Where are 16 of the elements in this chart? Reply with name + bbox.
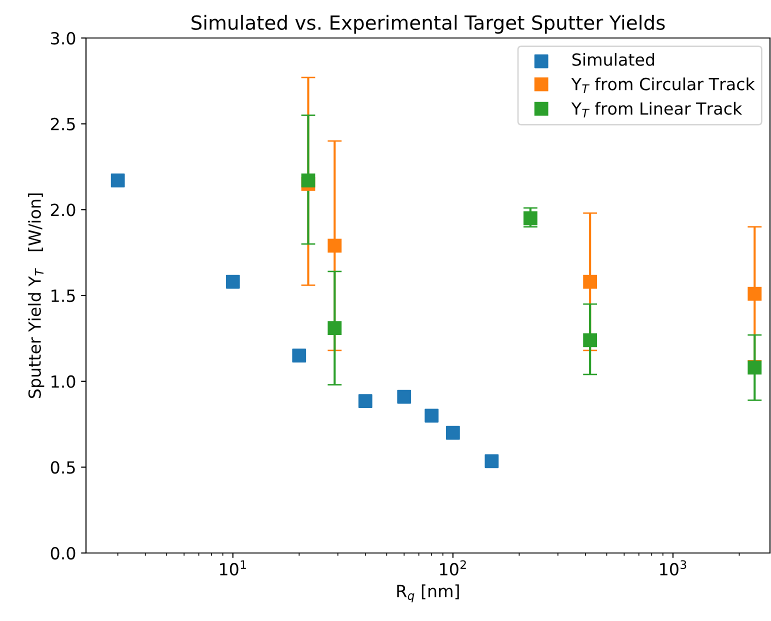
y-tick-label: 1.5 bbox=[52, 290, 75, 302]
y-tick-label: 0.5 bbox=[50, 461, 75, 474]
legend-label: Simulated bbox=[572, 53, 654, 66]
y-tick-label: 3.0 bbox=[51, 32, 76, 45]
x-tick-label: 10$^{1}$ bbox=[220, 560, 246, 576]
x-tick-label: 10$^{2}$ bbox=[440, 560, 466, 576]
y-tick-label: 2.0 bbox=[50, 204, 76, 216]
chart-title: Simulated vs. Experimental Target Sputter Yields bbox=[192, 14, 665, 34]
x-axis-title: R$_{q}$ [nm] bbox=[397, 584, 459, 602]
x-tick-label: 10$^{3}$ bbox=[660, 560, 686, 576]
y-tick-label: 1.0 bbox=[52, 375, 76, 388]
legend-label: Y$_{T}$ from Circular Track bbox=[571, 77, 755, 93]
y-tick-label: 0.0 bbox=[50, 546, 76, 560]
text: Sputter Yield Y$_{T}$ [W/ion] bbox=[28, 193, 44, 398]
legend-label: Y$_{T}$ from Linear Track bbox=[571, 102, 742, 118]
y-tick-label: 2.5 bbox=[50, 118, 75, 130]
